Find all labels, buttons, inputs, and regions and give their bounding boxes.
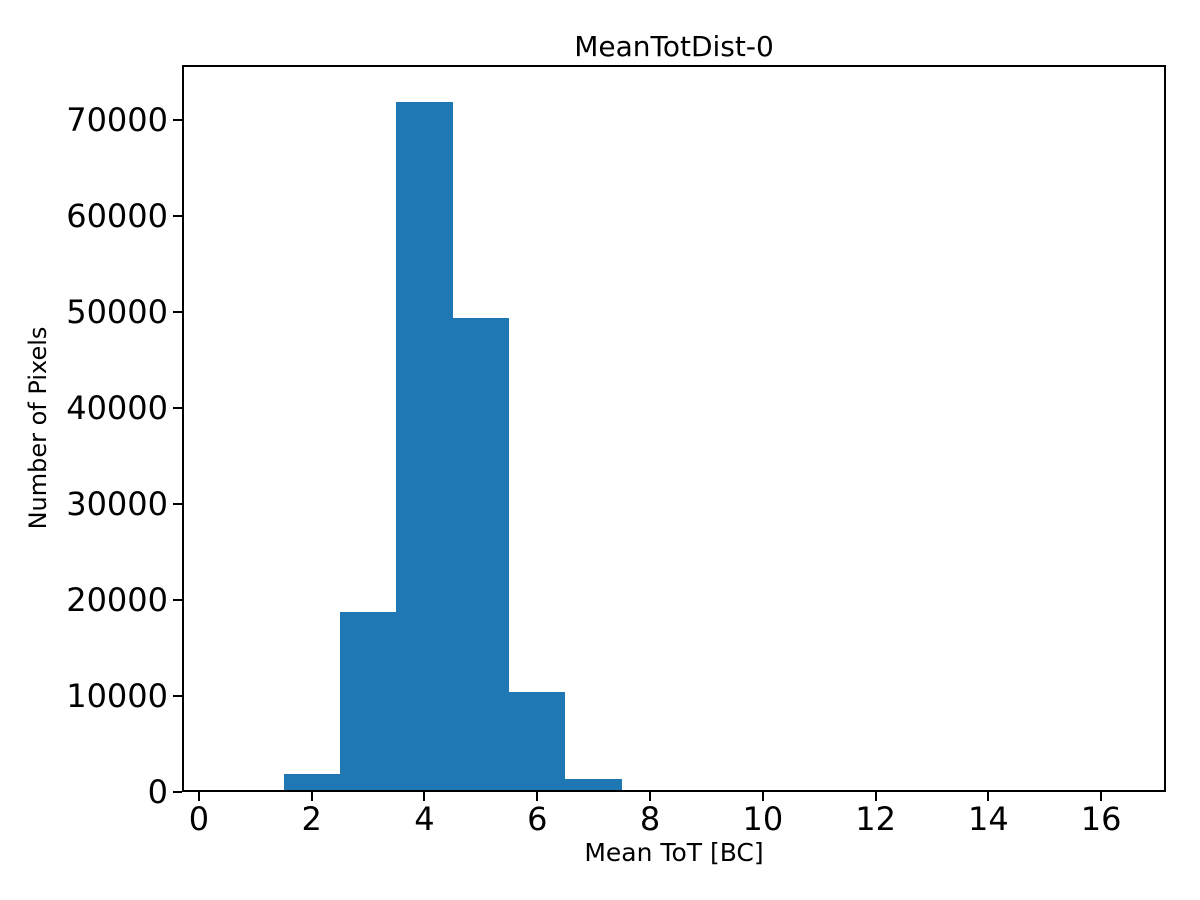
- y-tick-label: 40000: [66, 388, 168, 427]
- x-tick-label: 2: [301, 800, 322, 838]
- x-tick-mark: [987, 792, 990, 801]
- x-tick-mark: [761, 792, 764, 801]
- x-tick-label: 0: [188, 800, 210, 838]
- x-axis-label: Mean ToT [BC]: [584, 838, 764, 867]
- histogram-bar: [452, 317, 510, 792]
- y-axis-label: Number of Pixels: [24, 326, 52, 530]
- x-tick-mark: [197, 792, 200, 801]
- y-tick-mark: [173, 118, 182, 121]
- y-tick-label: 20000: [66, 580, 168, 619]
- y-tick-mark: [173, 214, 182, 217]
- y-tick-mark: [173, 694, 182, 697]
- x-tick-mark: [874, 792, 877, 801]
- x-tick-label: 8: [639, 800, 661, 838]
- y-tick-mark: [173, 598, 182, 601]
- histogram-bar: [565, 778, 622, 792]
- y-tick-label: 30000: [66, 484, 168, 523]
- histogram-bar: [509, 692, 566, 792]
- histogram-bar: [396, 102, 453, 792]
- y-tick-label: 0: [147, 773, 168, 811]
- x-tick-mark: [310, 792, 313, 801]
- histogram-bar: [339, 612, 397, 792]
- x-tick-label: 6: [527, 800, 548, 838]
- histogram-bar: [227, 790, 284, 792]
- y-tick-label: 70000: [66, 100, 168, 139]
- y-tick-label: 10000: [66, 676, 168, 715]
- y-tick-label: 50000: [66, 292, 168, 331]
- x-tick-mark: [649, 792, 652, 801]
- histogram-bar: [283, 773, 340, 792]
- x-tick-mark: [423, 792, 426, 801]
- y-tick-mark: [173, 310, 182, 313]
- x-tick-label: 14: [968, 800, 1009, 838]
- y-tick-label: 60000: [66, 196, 168, 235]
- y-tick-mark: [173, 502, 182, 505]
- chart-title: MeanTotDist-0: [574, 30, 774, 63]
- x-tick-label: 16: [1080, 800, 1122, 838]
- x-tick-mark: [1100, 792, 1103, 801]
- y-tick-mark: [173, 406, 182, 409]
- x-tick-label: 10: [742, 800, 784, 838]
- x-tick-label: 12: [855, 800, 896, 838]
- x-tick-mark: [536, 792, 539, 801]
- y-tick-mark: [173, 791, 182, 793]
- plot-area: [182, 65, 1166, 792]
- x-tick-label: 4: [414, 800, 435, 838]
